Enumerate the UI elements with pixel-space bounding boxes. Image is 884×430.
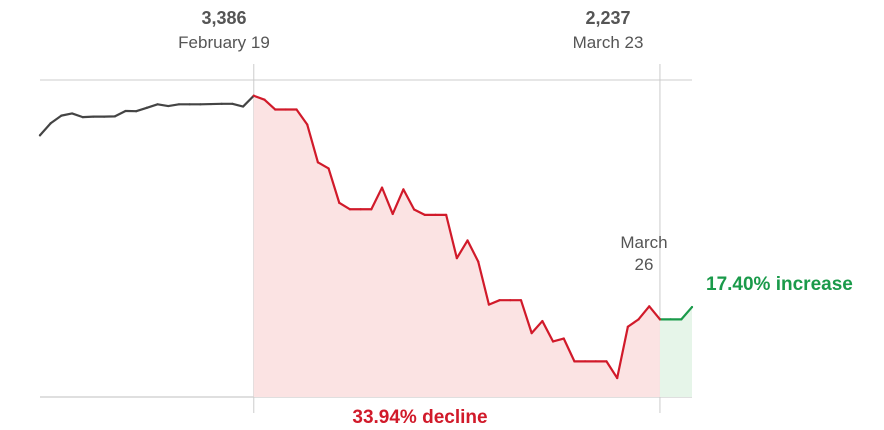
data-point: [70, 112, 74, 115]
data-point: [338, 201, 341, 204]
data-point: [92, 115, 95, 118]
data-point: [327, 167, 330, 170]
data-point: [584, 360, 587, 363]
data-point: [455, 257, 458, 260]
data-point: [626, 325, 629, 328]
data-point: [573, 360, 576, 363]
data-point: [637, 318, 640, 321]
data-point: [391, 212, 394, 216]
data-point: [509, 299, 512, 302]
data-point: [306, 123, 309, 126]
increase-area: [659, 307, 692, 397]
data-point: [167, 104, 170, 108]
data-point: [177, 103, 181, 106]
data-point: [487, 303, 491, 306]
data-point: [594, 360, 597, 363]
data-point: [562, 337, 565, 340]
peak-value-label: 3,386: [201, 8, 246, 28]
data-point: [669, 318, 672, 321]
data-point: [348, 208, 352, 211]
data-point: [680, 318, 683, 321]
data-point: [551, 340, 555, 343]
rebound-date-label-line2: 26: [635, 255, 654, 274]
pre-peak-line: [38, 94, 255, 137]
data-point: [412, 208, 416, 211]
data-point: [49, 122, 52, 125]
decline-area: [253, 95, 660, 397]
data-point: [188, 103, 191, 106]
decline-label: 33.94% decline: [352, 407, 487, 428]
data-point: [38, 134, 42, 137]
data-point: [145, 106, 148, 109]
data-point: [402, 188, 405, 191]
data-point: [477, 260, 480, 263]
data-point: [423, 213, 426, 217]
data-point: [370, 208, 373, 211]
rebound-date-label-line1: March: [620, 233, 667, 252]
data-point: [445, 213, 448, 217]
data-point: [156, 103, 159, 106]
data-point: [252, 94, 255, 97]
data-point: [316, 161, 320, 164]
trough-value-label: 2,237: [585, 8, 630, 28]
data-point: [199, 103, 202, 106]
data-point: [498, 299, 501, 302]
data-point: [359, 208, 362, 211]
data-point: [284, 108, 287, 111]
trough-date-label: March 23: [573, 33, 644, 52]
data-point: [263, 98, 266, 101]
data-point: [648, 305, 651, 308]
data-point: [60, 114, 63, 117]
data-point: [690, 305, 694, 309]
data-point: [124, 109, 127, 113]
data-point: [466, 239, 469, 242]
data-point: [380, 186, 384, 189]
data-point: [81, 116, 84, 119]
data-point: [241, 105, 245, 108]
data-point: [658, 318, 662, 321]
data-point: [519, 299, 523, 302]
data-point: [274, 108, 277, 111]
data-point: [135, 110, 138, 113]
data-points: [38, 94, 694, 380]
area-fills: [253, 95, 692, 397]
data-point: [295, 108, 298, 111]
increase-line: [658, 305, 694, 321]
data-point: [103, 115, 106, 118]
data-point: [605, 360, 608, 363]
data-point: [209, 102, 213, 106]
peak-date-label: February 19: [178, 33, 270, 52]
data-point: [220, 102, 223, 105]
data-point: [434, 213, 437, 217]
data-point: [231, 102, 234, 105]
increase-label: 17.40% increase: [706, 274, 853, 295]
data-point: [530, 332, 533, 335]
data-point: [616, 376, 619, 380]
data-point: [113, 115, 116, 118]
data-point: [541, 319, 544, 323]
